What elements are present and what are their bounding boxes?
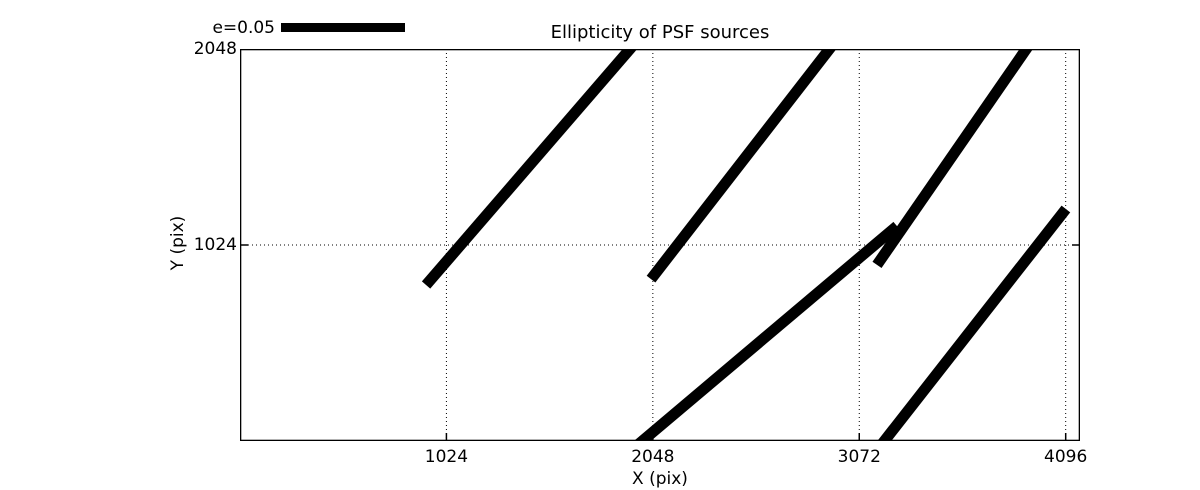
legend-whisker-sample [281,23,405,32]
x-tick-label: 2048 [631,447,675,467]
whisker-4 [633,221,901,441]
whisker-5 [877,205,1071,441]
y-tick-label: 2048 [193,39,237,59]
x-axis-label: X (pix) [632,469,688,489]
whisker-3 [872,49,1033,269]
plot-area [240,49,1080,441]
y-axis-label: Y (pix) [168,215,188,271]
x-tick-label: 3072 [837,447,881,467]
x-tick-label: 4096 [1044,447,1088,467]
x-tick-label: 1024 [424,447,469,467]
legend-label: e=0.05 [212,18,275,38]
gridlines [240,49,1080,441]
y-tick-label: 1024 [193,235,237,255]
whisker-1 [421,49,638,289]
plot-title: Ellipticity of PSF sources [550,22,770,43]
axes-frame [240,49,1080,441]
whisker-segments [421,49,1071,441]
whisker-2 [646,49,837,283]
